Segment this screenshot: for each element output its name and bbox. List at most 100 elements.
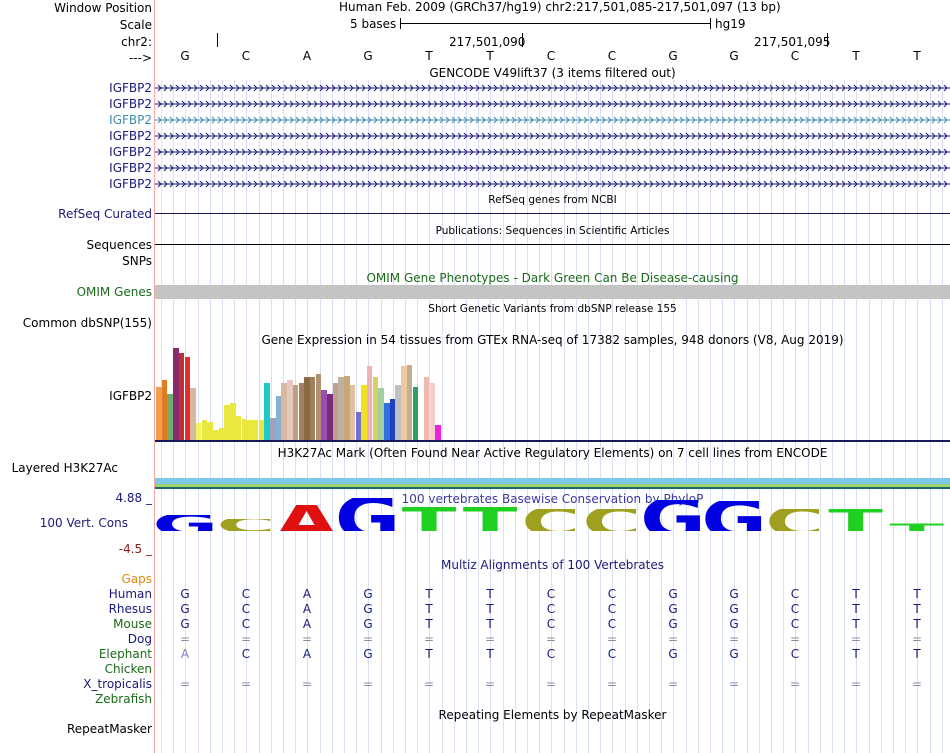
gene-label[interactable]: IGFBP2 — [109, 161, 152, 175]
gtex-tissue-bar[interactable] — [423, 377, 430, 440]
strand-arrow — [691, 132, 696, 140]
species-label[interactable]: Dog — [127, 632, 152, 646]
gene-model-line[interactable] — [155, 99, 950, 109]
gtex-tissue-bar[interactable] — [327, 394, 333, 440]
gtex-tissue-bar[interactable] — [252, 420, 259, 440]
gtex-tissue-bar[interactable] — [292, 385, 299, 440]
gtex-tissue-bar[interactable] — [247, 420, 253, 440]
gtex-tissue-bar[interactable] — [298, 383, 305, 440]
species-label[interactable]: Human — [108, 587, 152, 601]
gene-model-line[interactable] — [155, 147, 950, 157]
gtex-tissue-bar[interactable] — [406, 365, 413, 440]
gridline — [722, 80, 723, 753]
gtex-tissue-bar[interactable] — [258, 420, 265, 440]
species-label[interactable]: Mouse — [113, 617, 152, 631]
gtex-tissue-bar[interactable] — [372, 377, 379, 440]
strand-arrow — [235, 116, 240, 124]
gtex-tissue-bar[interactable] — [213, 430, 219, 440]
gtex-tissue-bar[interactable] — [395, 385, 401, 440]
gene-label[interactable]: IGFBP2 — [109, 113, 152, 127]
species-label[interactable]: Chicken — [104, 662, 152, 676]
gtex-tissue-bar[interactable] — [218, 428, 225, 440]
conservation-min-label: -4.5 _ — [118, 542, 152, 556]
strand-arrow — [871, 84, 876, 92]
gtex-tissue-bar[interactable] — [195, 423, 202, 440]
gtex-tissue-bar[interactable] — [338, 377, 344, 440]
strand-arrow — [751, 116, 756, 124]
refseq-track-label[interactable]: RefSeq Curated — [58, 207, 152, 221]
gene-model-line[interactable] — [155, 115, 950, 125]
gene-model-line[interactable] — [155, 83, 950, 93]
species-label[interactable]: Rhesus — [108, 602, 152, 616]
strand-arrow — [529, 180, 534, 188]
gtex-tissue-bar[interactable] — [207, 422, 213, 440]
gtex-tissue-bar[interactable] — [355, 412, 362, 440]
strand-arrow — [211, 116, 216, 124]
omim-gene-bar[interactable] — [155, 285, 950, 299]
gtex-tissue-bar[interactable] — [418, 423, 424, 440]
gene-label[interactable]: IGFBP2 — [109, 145, 152, 159]
gtex-tissue-bar[interactable] — [412, 387, 419, 440]
gtex-tissue-bar[interactable] — [429, 383, 436, 440]
sequences-track-label[interactable]: Sequences — [86, 238, 152, 252]
gtex-tissue-bar[interactable] — [275, 396, 282, 440]
browser-image[interactable]: Human Feb. 2009 (GRCh37/hg19) chr2:217,5… — [155, 0, 950, 753]
gtex-tissue-bar[interactable] — [235, 416, 242, 440]
gtex-tissue-bar[interactable] — [201, 420, 208, 440]
strand-arrow — [247, 180, 252, 188]
gtex-tissue-bar[interactable] — [190, 388, 196, 440]
gtex-tissue-bar[interactable] — [224, 405, 230, 440]
repeatmasker-track-label[interactable]: RepeatMasker — [66, 722, 152, 736]
gtex-tissue-bar[interactable] — [321, 390, 327, 440]
strand-arrow — [679, 180, 684, 188]
gene-label[interactable]: IGFBP2 — [109, 177, 152, 191]
gtex-tissue-bar[interactable] — [241, 419, 248, 440]
species-label[interactable]: Elephant — [98, 647, 152, 661]
gtex-track-label[interactable]: IGFBP2 — [109, 389, 152, 403]
gtex-tissue-bar[interactable] — [304, 377, 310, 440]
gtex-tissue-bar[interactable] — [361, 385, 367, 440]
strand-arrow — [403, 84, 408, 92]
gtex-tissue-bar[interactable] — [349, 385, 356, 440]
gtex-tissue-bar[interactable] — [315, 374, 322, 440]
gtex-tissue-bar[interactable] — [161, 380, 168, 440]
gtex-tissue-bar[interactable] — [344, 376, 350, 440]
gtex-tissue-bar[interactable] — [401, 366, 407, 440]
gtex-tissue-bar[interactable] — [332, 383, 339, 440]
gtex-tissue-bar[interactable] — [287, 380, 293, 440]
conservation-track-label[interactable]: 100 Vert. Cons — [39, 516, 128, 530]
gene-label[interactable]: IGFBP2 — [109, 129, 152, 143]
gtex-tissue-bar[interactable] — [156, 387, 162, 440]
gtex-tissue-bar[interactable] — [264, 383, 270, 440]
gtex-expression-chart[interactable] — [155, 346, 950, 442]
species-label[interactable]: Zebrafish — [95, 692, 152, 706]
gtex-tissue-bar[interactable] — [384, 403, 390, 440]
snps-track-label[interactable]: SNPs — [122, 254, 152, 268]
gtex-tissue-bar[interactable] — [167, 394, 173, 440]
strand-arrow — [631, 116, 636, 124]
gtex-tissue-bar[interactable] — [184, 357, 191, 440]
h3k27ac-track-label[interactable]: Layered H3K27Ac — [11, 461, 118, 475]
gtex-tissue-bar[interactable] — [173, 348, 179, 440]
dbsnp-track-label[interactable]: Common dbSNP(155) — [22, 316, 152, 330]
gtex-tissue-bar[interactable] — [389, 399, 396, 440]
gene-model-line[interactable] — [155, 163, 950, 173]
gene-model-line[interactable] — [155, 179, 950, 189]
gtex-tissue-bar[interactable] — [178, 353, 185, 440]
omim-track-label[interactable]: OMIM Genes — [76, 285, 152, 299]
strand-arrow — [313, 100, 318, 108]
species-label[interactable]: X_tropicalis — [83, 677, 152, 691]
gtex-tissue-bar[interactable] — [281, 383, 287, 440]
gtex-tissue-bar[interactable] — [378, 388, 384, 440]
gtex-tissue-bar[interactable] — [366, 366, 373, 440]
gtex-tissue-bar[interactable] — [309, 377, 316, 440]
gtex-tissue-bar[interactable] — [270, 418, 276, 440]
gtex-tissue-bar[interactable] — [230, 403, 236, 440]
strand-arrow — [373, 116, 378, 124]
gene-label[interactable]: IGFBP2 — [109, 97, 152, 111]
gene-label[interactable]: IGFBP2 — [109, 81, 152, 95]
strand-arrow — [841, 164, 846, 172]
gtex-tissue-bar[interactable] — [435, 425, 441, 440]
gene-model-line[interactable] — [155, 131, 950, 141]
strand-arrow — [331, 100, 336, 108]
